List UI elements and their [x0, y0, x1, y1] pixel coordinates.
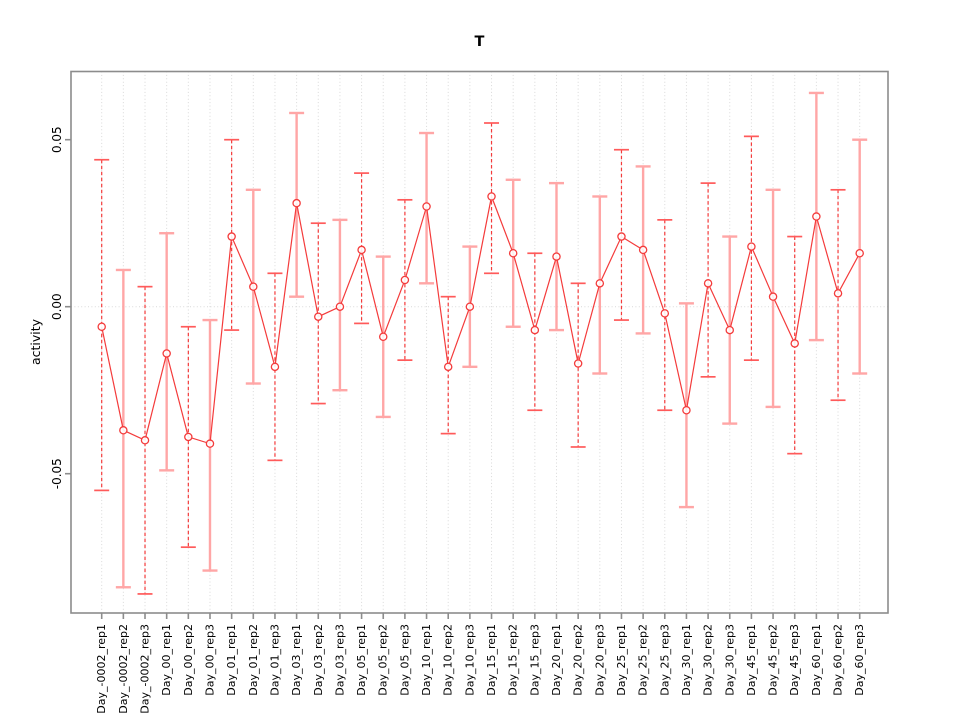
x-tick-label: Day_30_rep1 [680, 624, 693, 696]
y-axis-title: activity [28, 318, 43, 365]
data-point [812, 212, 821, 221]
x-tick-label: Day_15_rep2 [507, 624, 520, 696]
x-tick-label: Day_20_rep3 [593, 624, 606, 696]
data-point [119, 426, 128, 435]
x-tick-label: Day_03_rep1 [290, 624, 303, 696]
data-point [357, 245, 366, 255]
x-tick-label: Day_60_rep3 [853, 624, 866, 696]
data-point [465, 302, 475, 311]
x-tick-label: Day_25_rep1 [615, 624, 628, 696]
data-point [595, 279, 605, 288]
x-tick-label: Day_60_rep2 [832, 624, 845, 696]
data-point [573, 359, 583, 368]
chart-title: T [475, 34, 485, 50]
x-tick-label: Day_03_rep2 [312, 624, 325, 696]
data-point [552, 252, 561, 261]
y-tick-label: 0.05 [50, 126, 64, 153]
y-tick-label: 0.00 [50, 293, 64, 320]
x-tick-label: Day_01_rep2 [247, 624, 260, 696]
data-point [314, 312, 323, 321]
x-tick-label: Day_15_rep3 [528, 624, 541, 696]
data-point [725, 325, 735, 335]
data-point [292, 198, 301, 208]
data-point [249, 282, 258, 291]
data-point [400, 275, 410, 285]
data-point [617, 232, 626, 241]
data-point [660, 309, 670, 318]
x-tick-label: Day_-0002_rep2 [117, 624, 130, 714]
x-tick-label: Day_30_rep2 [702, 624, 715, 696]
data-point [422, 202, 431, 211]
data-point [227, 232, 236, 241]
x-tick-label: Day_05_rep1 [355, 624, 368, 696]
x-tick-label: Day_25_rep2 [637, 624, 650, 696]
data-point [162, 349, 171, 358]
data-point [443, 362, 453, 372]
x-tick-label: Day_60_rep1 [810, 624, 823, 696]
x-tick-label: Day_01_rep3 [268, 624, 281, 696]
x-tick-label: Day_15_rep1 [485, 624, 498, 696]
x-tick-label: Day_00_rep3 [203, 624, 216, 696]
data-point [638, 245, 648, 255]
x-tick-label: Day_20_rep1 [550, 624, 563, 696]
data-point [682, 405, 691, 415]
data-point [768, 292, 778, 301]
x-tick-label: Day_05_rep3 [398, 624, 411, 696]
x-tick-label: Day_-0002_rep3 [139, 624, 152, 714]
x-tick-label: Day_30_rep3 [723, 624, 736, 696]
x-tick-label: Day_-0002_rep1 [95, 624, 108, 714]
series-line [101, 194, 861, 445]
x-tick-label: Day_10_rep2 [442, 624, 455, 696]
x-tick-label: Day_25_rep3 [658, 624, 671, 696]
data-point [487, 192, 496, 201]
x-tick-label: Day_10_rep3 [463, 624, 476, 696]
x-tick-label: Day_05_rep2 [377, 624, 390, 696]
data-point [833, 289, 843, 298]
data-point [270, 362, 280, 372]
x-tick-label: Day_45_rep2 [767, 624, 780, 696]
x-tick-label: Day_20_rep2 [572, 624, 585, 696]
x-tick-label: Day_03_rep3 [333, 624, 346, 696]
data-point [703, 279, 713, 288]
y-tick-label: -0.05 [50, 458, 64, 489]
x-tick-label: Day_00_rep1 [160, 624, 173, 696]
data-point [335, 302, 345, 311]
data-point [97, 322, 106, 331]
x-tick-label: Day_10_rep1 [420, 624, 433, 696]
data-point [378, 332, 388, 342]
data-point [530, 325, 540, 335]
x-tick-label: Day_45_rep3 [788, 624, 801, 696]
x-tick-label: Day_45_rep1 [745, 624, 758, 696]
x-tick-label: Day_00_rep2 [182, 624, 195, 696]
data-point [140, 436, 150, 445]
data-point [508, 249, 518, 258]
x-tick-label: Day_01_rep1 [225, 624, 238, 696]
plot-frame [70, 70, 889, 614]
data-point [747, 242, 756, 251]
data-point [205, 439, 215, 448]
plot-area: Day_-0002_rep1 Day_-0002_rep2 Day_-0002_re… [50, 70, 889, 714]
data-point [855, 249, 864, 258]
data-point [184, 432, 193, 442]
data-point [790, 339, 799, 348]
